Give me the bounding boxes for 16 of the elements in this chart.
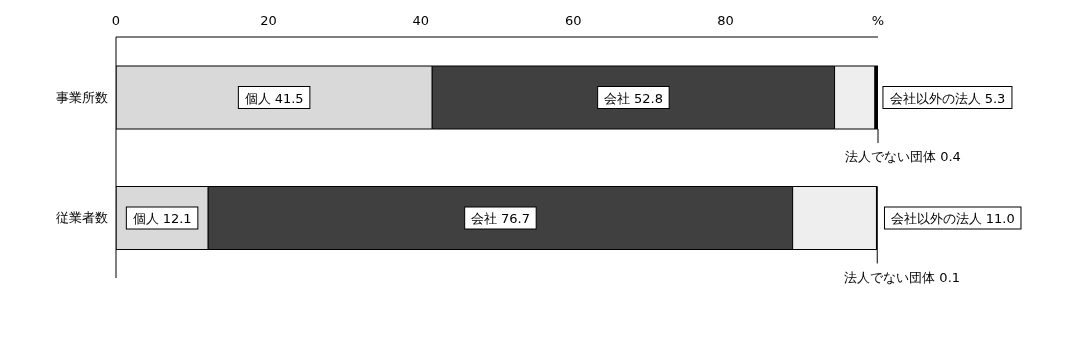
text: 会社 52.8 <box>603 90 663 106</box>
text: 法人でない団体 0.1 <box>844 269 961 285</box>
y-tick-label: 事業所数 <box>56 89 108 105</box>
text: 会社 76.7 <box>470 211 530 226</box>
text: 会社以外の法人 5.3 <box>889 90 1006 106</box>
x-tick-label: 40 <box>412 13 430 28</box>
text: 会社以外の法人 11.0 <box>890 211 1015 226</box>
text: 個人 41.5 <box>244 90 304 106</box>
x-tick-label: 60 <box>564 13 582 28</box>
x-tick-label: % <box>871 13 885 28</box>
text: 個人 12.1 <box>132 211 192 226</box>
x-tick-label: 20 <box>260 13 277 28</box>
y-tick-label: 従業者数 <box>56 210 108 226</box>
text: 法人でない団体 0.4 <box>845 149 961 164</box>
x-tick-label: 0 <box>111 13 121 28</box>
x-tick-label: 80 <box>717 13 734 28</box>
